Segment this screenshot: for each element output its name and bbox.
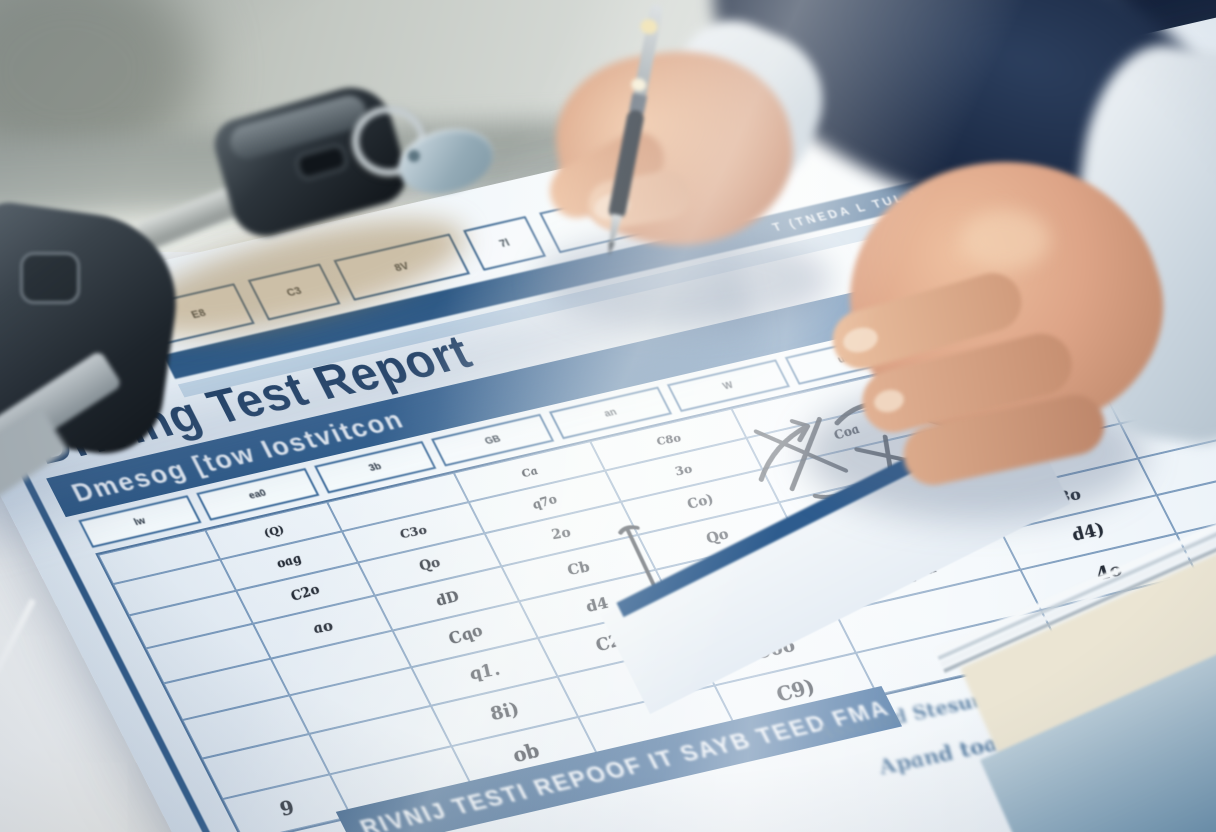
key-tag-hole (408, 150, 420, 162)
black-fob-button (20, 252, 80, 304)
key-fob-button (294, 142, 350, 182)
writing-hand-shadow (540, 232, 830, 327)
pen-nib (606, 241, 615, 256)
knuckle-highlight (960, 210, 1050, 270)
pen-tip-cone (605, 213, 624, 245)
